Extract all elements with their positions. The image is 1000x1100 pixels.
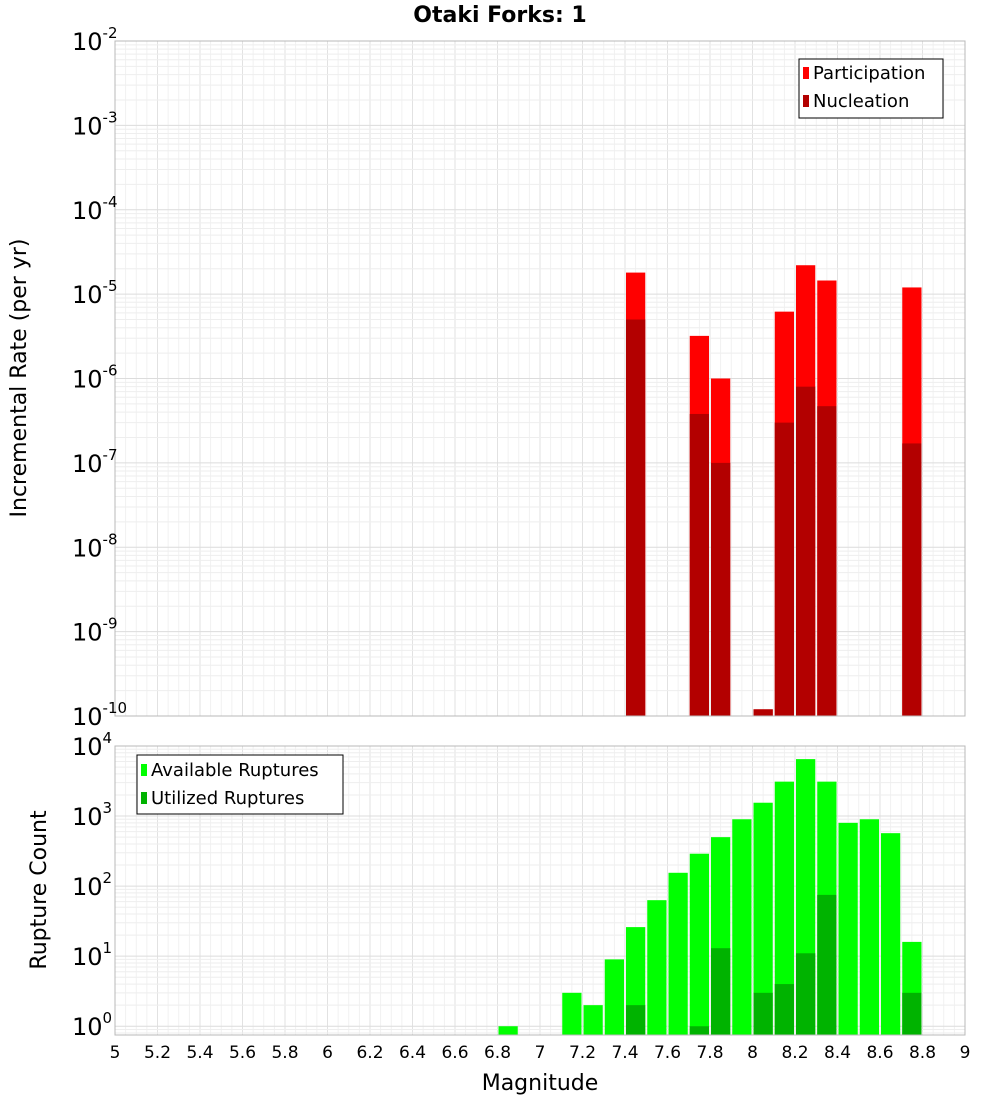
nucleation-bar bbox=[796, 386, 816, 716]
top-gridlines bbox=[114, 41, 966, 717]
x-tick-label: 9 bbox=[960, 1043, 971, 1063]
incremental-rate-panel: 10-10 10-9 10-8 10-7 10-6 10-5 10-4 10-3 10-2 In… bbox=[7, 24, 966, 731]
x-tick-label: 7.2 bbox=[569, 1043, 596, 1063]
utilized-ruptures-legend-swatch bbox=[141, 792, 147, 804]
bottom-plot-frame bbox=[114, 745, 966, 1036]
bottom-legend-box bbox=[136, 754, 344, 815]
rupture-count-panel: 100 101 102 103 104 5 5.2 5.4 5.6 5.8 6 6.2 6.4 6.6 6… bbox=[27, 729, 970, 1096]
y-tick-label: 102 bbox=[72, 869, 112, 901]
top-y-tick-labels: 10-10 10-9 10-8 10-7 10-6 10-5 10-4 10-3 10-2 bbox=[72, 24, 127, 731]
available-ruptures-bar bbox=[859, 819, 879, 1035]
y-tick-label: 10-8 bbox=[72, 530, 118, 562]
bottom-y-tick-labels: 100 101 102 103 104 bbox=[72, 729, 112, 1041]
x-tick-label: 5 bbox=[110, 1043, 121, 1063]
x-tick-label: 5.6 bbox=[229, 1043, 256, 1063]
nucleation-bar bbox=[753, 709, 773, 716]
available-ruptures-bar bbox=[604, 959, 624, 1035]
available-ruptures-bar bbox=[689, 853, 709, 1035]
nucleation-bar bbox=[689, 413, 709, 716]
x-tick-label: 6.2 bbox=[356, 1043, 383, 1063]
utilized-ruptures-bar bbox=[689, 1026, 709, 1035]
chart-title: Otaki Forks: 1 bbox=[413, 3, 587, 28]
utilized-ruptures-bar bbox=[902, 992, 922, 1035]
available-ruptures-legend-swatch bbox=[141, 764, 147, 776]
nucleation-bar bbox=[774, 422, 794, 716]
bottom-y-axis-label: Rupture Count bbox=[27, 810, 52, 970]
x-tick-labels: 5 5.2 5.4 5.6 5.8 6 6.2 6.4 6.6 6.8 7 7.2 7.4 7.6 7.8 8… bbox=[110, 1043, 971, 1063]
nucleation-legend-swatch bbox=[803, 95, 809, 107]
nucleation-bars bbox=[626, 319, 922, 716]
x-axis-label: Magnitude bbox=[482, 1071, 599, 1096]
available-ruptures-bar bbox=[753, 802, 773, 1035]
x-tick-label: 8.2 bbox=[781, 1043, 808, 1063]
available-ruptures-bar bbox=[498, 1026, 518, 1035]
x-tick-label: 8.4 bbox=[824, 1043, 851, 1063]
top-y-axis-label: Incremental Rate (per yr) bbox=[7, 239, 32, 518]
y-tick-label: 10-7 bbox=[72, 446, 118, 478]
nucleation-bar bbox=[626, 319, 646, 716]
y-tick-label: 101 bbox=[72, 939, 112, 971]
utilized-ruptures-bar bbox=[626, 1005, 646, 1035]
available-ruptures-bar bbox=[838, 822, 858, 1035]
nucleation-bar bbox=[711, 462, 731, 716]
x-tick-label: 6.6 bbox=[441, 1043, 468, 1063]
participation-legend-label: Participation bbox=[813, 63, 925, 84]
top-legend-box bbox=[798, 58, 944, 119]
x-tick-label: 7.8 bbox=[696, 1043, 723, 1063]
x-tick-label: 6 bbox=[322, 1043, 333, 1063]
utilized-ruptures-bar bbox=[817, 894, 837, 1035]
y-tick-label: 104 bbox=[72, 729, 112, 761]
y-tick-label: 10-9 bbox=[72, 615, 118, 647]
available-ruptures-bar bbox=[562, 992, 582, 1035]
x-tick-label: 6.4 bbox=[399, 1043, 426, 1063]
utilized-ruptures-bar bbox=[774, 984, 794, 1035]
y-tick-label: 10-5 bbox=[72, 277, 118, 309]
y-tick-label: 103 bbox=[72, 799, 112, 831]
utilized-ruptures-bar bbox=[753, 992, 773, 1035]
utilized-ruptures-bar bbox=[796, 953, 816, 1035]
y-tick-label: 10-3 bbox=[72, 108, 118, 140]
utilized-ruptures-bars bbox=[626, 894, 922, 1035]
bottom-legend: Available Ruptures Utilized Ruptures bbox=[136, 754, 344, 815]
nucleation-bar bbox=[817, 406, 837, 716]
y-tick-label: 10-6 bbox=[72, 362, 118, 394]
nucleation-bar bbox=[902, 443, 922, 716]
y-tick-label: 10-10 bbox=[72, 699, 127, 731]
y-tick-label: 10-4 bbox=[72, 193, 118, 225]
x-tick-label: 5.2 bbox=[144, 1043, 171, 1063]
utilized-ruptures-legend-label: Utilized Ruptures bbox=[151, 788, 304, 809]
x-tick-label: 8 bbox=[747, 1043, 758, 1063]
x-tick-label: 6.8 bbox=[484, 1043, 511, 1063]
utilized-ruptures-bar bbox=[711, 948, 731, 1035]
available-ruptures-bar bbox=[732, 819, 752, 1035]
participation-legend-swatch bbox=[803, 67, 809, 79]
x-tick-label: 7 bbox=[535, 1043, 546, 1063]
y-tick-label: 10-2 bbox=[72, 24, 118, 56]
available-ruptures-legend-label: Available Ruptures bbox=[151, 760, 319, 781]
x-tick-label: 8.6 bbox=[866, 1043, 893, 1063]
available-ruptures-bar bbox=[583, 1005, 603, 1035]
top-plot-frame bbox=[114, 40, 966, 717]
x-tick-label: 5.8 bbox=[271, 1043, 298, 1063]
x-tick-label: 5.4 bbox=[186, 1043, 213, 1063]
x-tick-label: 7.4 bbox=[611, 1043, 638, 1063]
nucleation-legend-label: Nucleation bbox=[813, 91, 909, 112]
y-tick-label: 100 bbox=[72, 1009, 112, 1041]
x-tick-label: 8.8 bbox=[909, 1043, 936, 1063]
available-ruptures-bar bbox=[881, 833, 901, 1035]
available-ruptures-bar bbox=[774, 781, 794, 1035]
available-ruptures-bar bbox=[668, 872, 688, 1035]
top-legend: Participation Nucleation bbox=[798, 58, 944, 119]
available-ruptures-bar bbox=[647, 900, 667, 1035]
x-tick-label: 7.6 bbox=[654, 1043, 681, 1063]
